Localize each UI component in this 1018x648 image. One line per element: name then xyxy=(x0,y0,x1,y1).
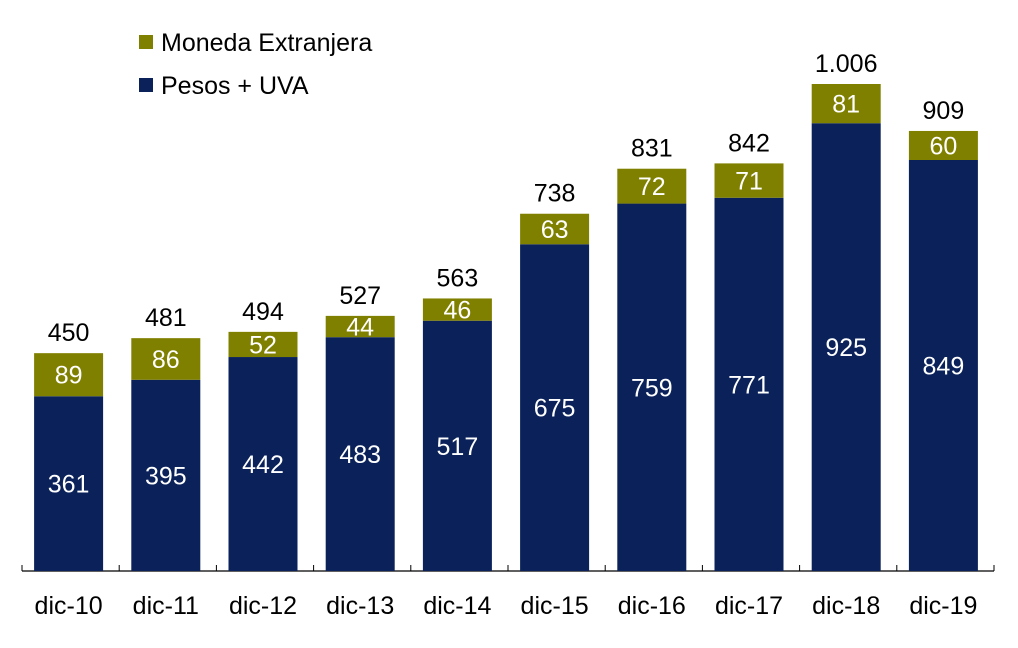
data-label-moneda-extranjera: 60 xyxy=(929,132,957,160)
x-tick-label: dic-14 xyxy=(423,592,491,620)
data-label-moneda-extranjera: 72 xyxy=(638,173,666,201)
total-label: 481 xyxy=(145,304,187,332)
bar-moneda-extranjera xyxy=(908,130,978,161)
data-label-pesos-uva: 771 xyxy=(728,371,770,399)
data-label-pesos-uva: 483 xyxy=(339,441,381,469)
x-tick-label: dic-13 xyxy=(326,592,394,620)
bar-pesos-uva xyxy=(228,357,298,571)
bar-pesos-uva xyxy=(520,244,590,571)
bar-pesos-uva xyxy=(422,320,492,571)
data-label-moneda-extranjera: 89 xyxy=(55,362,83,390)
data-label-pesos-uva: 442 xyxy=(242,451,284,479)
total-label: 1.006 xyxy=(815,50,878,78)
total-label: 563 xyxy=(437,264,479,292)
bar-pesos-uva xyxy=(617,203,687,571)
total-label: 494 xyxy=(242,298,284,326)
data-label-moneda-extranjera: 63 xyxy=(541,216,569,244)
total-label: 527 xyxy=(339,282,381,310)
bar-moneda-extranjera xyxy=(131,338,201,380)
legend-label-pesos-uva: Pesos + UVA xyxy=(161,72,309,100)
bar-pesos-uva xyxy=(908,160,978,571)
bar-moneda-extranjera xyxy=(422,298,492,321)
x-tick-label: dic-12 xyxy=(229,592,297,620)
data-label-pesos-uva: 925 xyxy=(825,334,867,362)
data-label-pesos-uva: 361 xyxy=(48,471,90,499)
bar-pesos-uva xyxy=(811,123,881,571)
data-label-moneda-extranjera: 44 xyxy=(346,314,374,342)
bar-pesos-uva xyxy=(34,396,104,571)
total-label: 842 xyxy=(728,129,770,157)
bar-pesos-uva xyxy=(131,379,201,571)
x-tick-label: dic-19 xyxy=(909,592,977,620)
data-label-pesos-uva: 675 xyxy=(534,395,576,423)
data-label-moneda-extranjera: 86 xyxy=(152,346,180,374)
x-tick-label: dic-11 xyxy=(133,592,199,620)
data-label-moneda-extranjera: 81 xyxy=(832,91,860,119)
bar-moneda-extranjera xyxy=(228,331,298,358)
x-tick-label: dic-18 xyxy=(812,592,880,620)
bar-moneda-extranjera xyxy=(520,213,590,245)
legend-swatch-pesos-uva xyxy=(139,78,153,92)
legend-swatch-moneda-extranjera xyxy=(139,35,153,49)
bar-moneda-extranjera xyxy=(325,315,395,338)
data-label-pesos-uva: 849 xyxy=(923,353,965,381)
x-tick-label: dic-10 xyxy=(35,592,103,620)
bar-pesos-uva xyxy=(325,337,395,571)
bar-moneda-extranjera xyxy=(811,84,881,124)
bar-moneda-extranjera xyxy=(714,163,784,198)
bar-moneda-extranjera xyxy=(617,168,687,204)
bar-pesos-uva xyxy=(714,197,784,571)
total-label: 909 xyxy=(923,97,965,125)
data-label-pesos-uva: 395 xyxy=(145,462,187,490)
x-tick-label: dic-16 xyxy=(618,592,686,620)
x-tick-label: dic-17 xyxy=(715,592,783,620)
data-label-pesos-uva: 759 xyxy=(631,374,673,402)
total-label: 450 xyxy=(48,319,90,347)
total-label: 831 xyxy=(631,135,673,163)
total-label: 738 xyxy=(534,180,576,208)
bar-moneda-extranjera xyxy=(34,353,104,397)
data-label-moneda-extranjera: 71 xyxy=(735,168,763,196)
x-tick-label: dic-15 xyxy=(521,592,589,620)
legend-label-moneda-extranjera: Moneda Extranjera xyxy=(161,29,372,57)
data-label-moneda-extranjera: 46 xyxy=(443,297,471,325)
data-label-moneda-extranjera: 52 xyxy=(249,331,277,359)
data-label-pesos-uva: 517 xyxy=(437,433,479,461)
